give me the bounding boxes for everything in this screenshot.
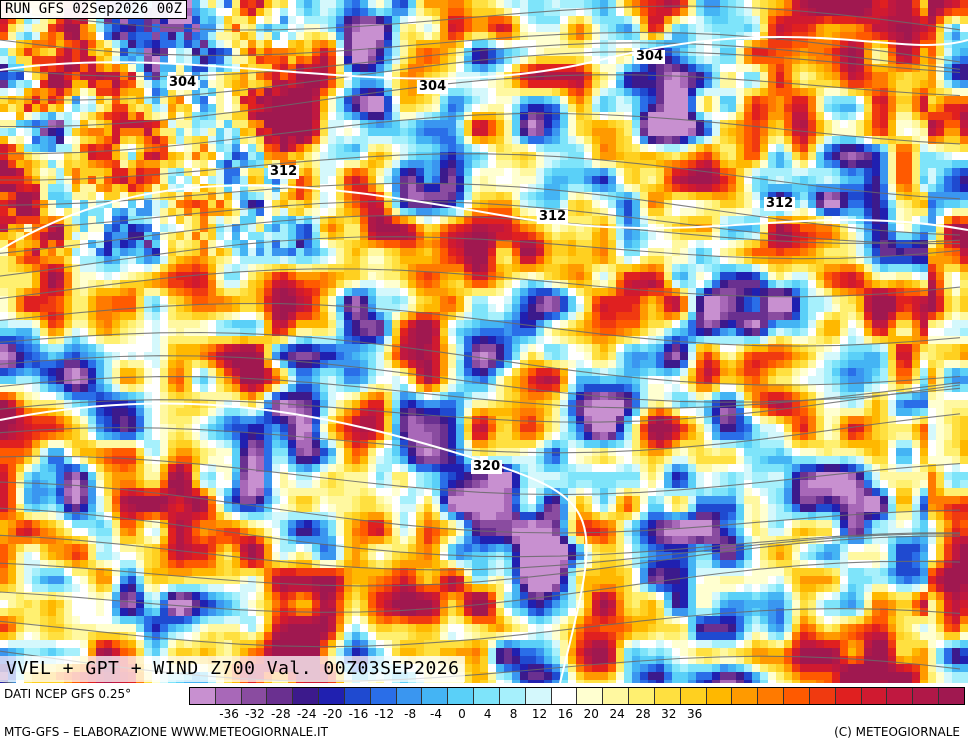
vertical-velocity-field (0, 0, 968, 683)
color-scale-tick: 4 (483, 707, 492, 721)
color-scale-cell (809, 688, 836, 704)
color-scale-tick: -36 (219, 707, 239, 721)
color-scale-tick: 12 (531, 707, 548, 721)
color-scale-cell (267, 688, 294, 704)
color-scale-tick: 0 (458, 707, 466, 721)
color-scale-ticks: -36 -32 -28 -24 -20 -16 -12 -8 -4 0 4 8 12 16 20 24 28 32… (189, 707, 965, 723)
geopotential-label: 312 (268, 164, 300, 179)
color-scale-tick: 32 (661, 707, 677, 721)
color-scale-tick: 20 (583, 707, 599, 721)
color-scale-cell (680, 688, 707, 704)
color-scale-tick: -8 (404, 707, 417, 721)
map-title: VVEL + GPT + WIND Z700 Val. 00Z03SEP2026 (0, 656, 466, 682)
color-scale-cell (215, 688, 242, 704)
credit-left: MTG-GFS – ELABORAZIONE WWW.METEOGIORNALE… (4, 725, 328, 739)
geopotential-label: 312 (764, 196, 796, 211)
color-scale-cell (370, 688, 397, 704)
geopotential-label: 304 (417, 79, 449, 94)
color-scale-cell (913, 688, 940, 704)
color-scale-cell (551, 688, 578, 704)
color-scale-cell (784, 688, 810, 704)
color-scale-cell (241, 688, 268, 704)
color-scale-tick: -24 (296, 707, 317, 721)
color-scale-cell (629, 688, 655, 704)
legend-footer: DATI NCEP GFS 0.25° -36 -32 -28 -24 -20 -16 -1… (0, 683, 968, 745)
color-scale-cell (887, 688, 914, 704)
color-scale-tick: 28 (635, 707, 651, 721)
color-scale-cell (706, 688, 733, 704)
color-scale-cell (499, 688, 526, 704)
color-scale-tick: -4 (430, 707, 442, 721)
color-scale-bar (189, 687, 965, 705)
color-scale-tick: 36 (687, 707, 703, 721)
credit-right: (C) METEOGIORNALE (834, 725, 960, 739)
weather-map (0, 0, 968, 683)
color-scale-cell (474, 688, 500, 704)
color-scale-cell (319, 688, 345, 704)
color-scale-cell (344, 688, 371, 704)
run-label: RUN GFS 02Sep2026 00Z (0, 0, 188, 19)
geopotential-label: 304 (167, 75, 199, 90)
color-scale-tick: -20 (322, 707, 343, 721)
color-scale-tick: 8 (509, 707, 518, 721)
color-scale-cell (835, 688, 862, 704)
color-scale-cell (939, 688, 964, 704)
color-scale-cell (861, 688, 888, 704)
geopotential-label: 312 (537, 209, 569, 224)
color-scale-cell (293, 688, 320, 704)
color-scale-tick: -16 (348, 707, 369, 721)
color-scale-cell (422, 688, 449, 704)
color-scale-cell (525, 688, 552, 704)
color-scale-cell (732, 688, 759, 704)
color-scale-tick: 24 (609, 707, 625, 721)
color-scale-cell (577, 688, 604, 704)
color-scale-tick: 16 (557, 707, 573, 721)
color-scale-tick: -32 (245, 707, 265, 721)
data-source-label: DATI NCEP GFS 0.25° (4, 687, 132, 701)
color-scale-cell (603, 688, 630, 704)
geopotential-label: 304 (634, 49, 666, 64)
color-scale-cell (448, 688, 475, 704)
geopotential-label: 320 (471, 459, 503, 474)
color-scale-cell (190, 688, 216, 704)
color-scale-cell (654, 688, 681, 704)
color-scale-cell (758, 688, 785, 704)
color-scale-tick: -12 (374, 707, 395, 721)
color-scale-tick: -28 (271, 707, 291, 721)
color-scale-cell (396, 688, 423, 704)
